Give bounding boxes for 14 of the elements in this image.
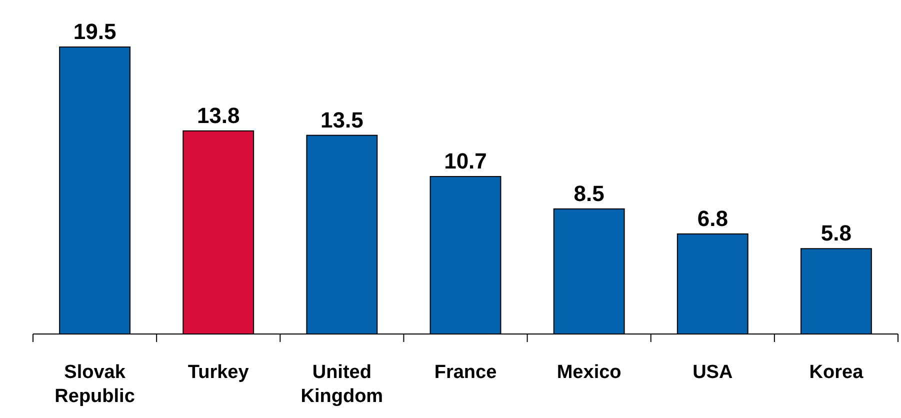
- data-label: 13.5: [320, 107, 364, 132]
- data-label: 13.8: [196, 102, 240, 128]
- x-tick-label: Mexico: [556, 362, 622, 383]
- data-label: 8.5: [574, 180, 604, 206]
- data-label: 5.8: [820, 220, 852, 246]
- x-tick-label: Turkey: [188, 362, 250, 383]
- data-label: 6.8: [697, 206, 728, 231]
- x-tick-label: USA: [692, 362, 733, 383]
- x-tick-label: Korea: [809, 362, 864, 383]
- data-label: 10.7: [444, 148, 487, 174]
- x-tick-label: France: [434, 362, 497, 383]
- x-tick-label: United Kingdom: [300, 362, 384, 407]
- x-tick-label: Slovak Republic: [54, 362, 136, 407]
- data-label: 19.5: [73, 19, 116, 44]
